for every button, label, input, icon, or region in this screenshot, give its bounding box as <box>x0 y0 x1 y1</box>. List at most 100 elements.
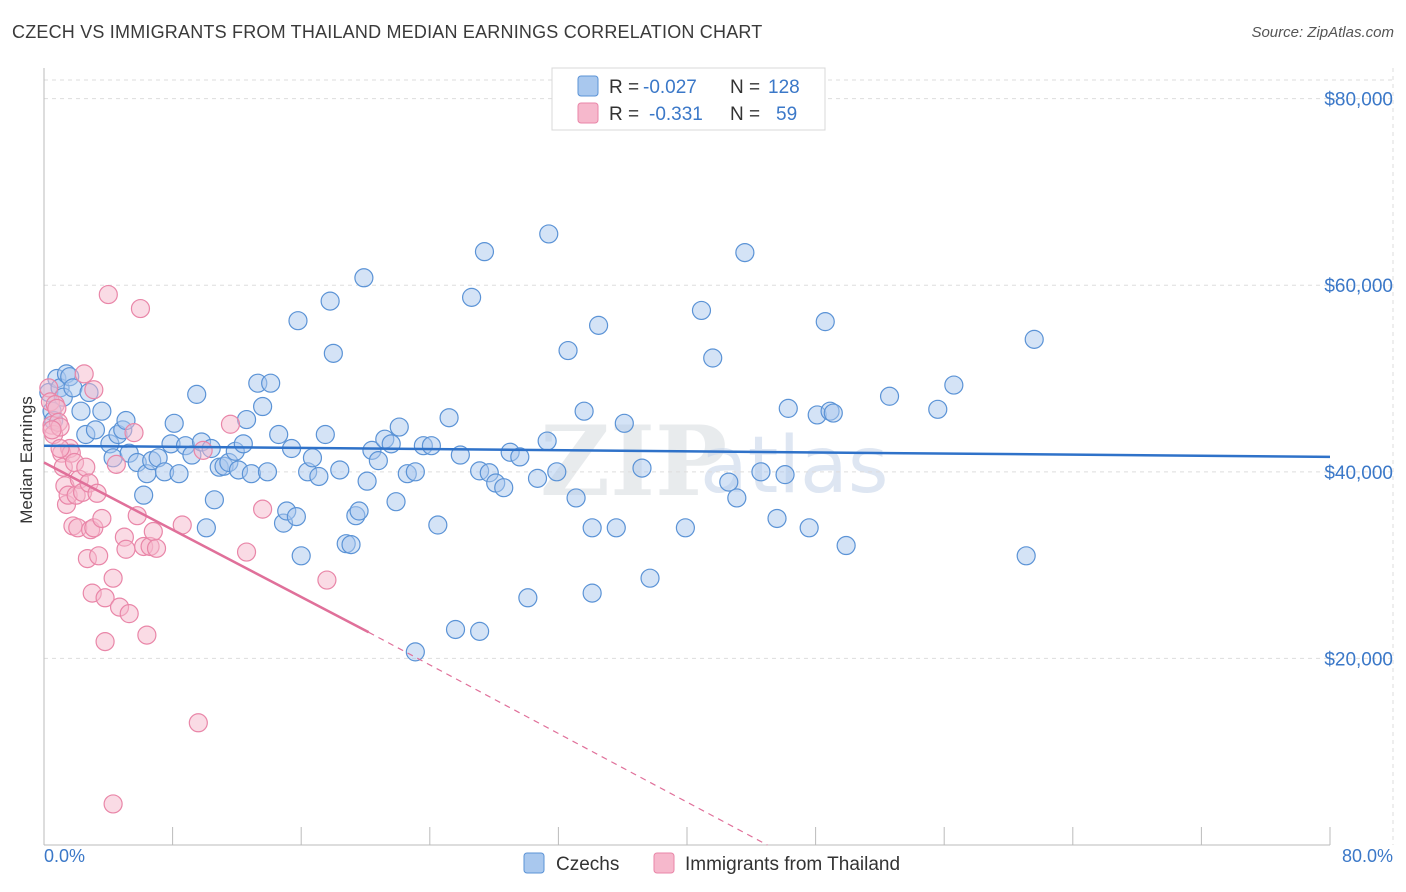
czechs-point <box>539 224 559 244</box>
czechs-point <box>389 417 409 437</box>
czechs-point <box>405 462 425 482</box>
y-tick-label: $80,000 <box>1324 90 1393 111</box>
thailand-point <box>103 568 123 588</box>
czechs-point <box>767 508 787 529</box>
czechs-point <box>204 490 224 510</box>
thailand-point <box>317 570 337 590</box>
czechs-point <box>928 399 948 419</box>
czechs-point <box>675 518 695 538</box>
y-tick-label: $20,000 <box>1324 649 1393 670</box>
czechs-point <box>257 462 278 482</box>
thailand-point <box>106 454 126 474</box>
thailand-trend-extension <box>368 631 768 846</box>
czechs-point <box>349 501 369 521</box>
source-credit: Source: ZipAtlas.com <box>1251 24 1394 41</box>
thailand-point <box>193 440 213 460</box>
czechs-point <box>330 460 350 480</box>
thailand-point <box>188 713 208 733</box>
legend-r-value-1: -0.027 <box>643 77 697 98</box>
czechs-point <box>323 343 343 363</box>
czechs-point <box>632 458 652 478</box>
czechs-point <box>428 515 448 535</box>
trend-lines <box>43 444 1331 846</box>
series-legend: Czechs Immigrants from Thailand <box>523 852 900 875</box>
bottom-legend-swatch-thailand <box>653 852 675 874</box>
thailand-points <box>39 284 337 814</box>
czechs-point <box>527 468 548 488</box>
czechs-point <box>187 384 207 404</box>
czechs-point <box>461 287 482 307</box>
czechs-point <box>518 588 538 608</box>
czechs-point <box>1024 329 1044 349</box>
czechs-point <box>445 619 466 640</box>
x-tick-label-max: 80.0% <box>1342 846 1393 866</box>
czechs-point <box>640 568 660 588</box>
czechs-point <box>775 465 795 485</box>
czechs-point <box>85 420 106 440</box>
czechs-point <box>574 401 594 421</box>
czechs-point <box>269 424 289 445</box>
legend-r-label-1: R = <box>609 77 639 98</box>
thailand-trend-line <box>43 461 370 634</box>
czechs-point <box>588 315 609 335</box>
czechs-point <box>386 492 406 512</box>
y-tick-label: $60,000 <box>1324 276 1393 297</box>
czechs-point <box>799 518 819 538</box>
czechs-point <box>71 401 91 421</box>
thailand-point <box>76 457 96 477</box>
czechs-point <box>691 300 712 321</box>
czechs-point <box>169 464 189 484</box>
thailand-point <box>143 521 163 542</box>
czechs-point <box>751 462 771 482</box>
czechs-point <box>836 535 856 556</box>
thailand-point <box>130 298 151 319</box>
thailand-point <box>103 794 123 814</box>
czechs-point <box>261 373 281 393</box>
czechs-point <box>381 434 401 454</box>
czechs-point <box>614 413 634 433</box>
czechs-point <box>421 436 442 456</box>
czechs-point <box>566 488 586 508</box>
thailand-point <box>42 420 62 440</box>
czechs-point <box>778 398 798 418</box>
czechs-point <box>291 546 311 566</box>
czechs-point <box>944 375 964 395</box>
thailand-point <box>84 380 104 400</box>
czechs-point <box>703 348 723 368</box>
czechs-point <box>236 409 257 430</box>
czechs-point <box>357 471 377 491</box>
czechs-point <box>196 518 216 538</box>
czechs-point <box>241 464 261 484</box>
thailand-point <box>124 423 144 443</box>
thailand-point <box>50 438 70 459</box>
legend-r-label-2: R = <box>609 104 639 125</box>
thailand-point <box>119 604 139 624</box>
czechs-point <box>815 312 835 332</box>
czechs-point <box>233 434 253 454</box>
legend-n-label-2: N = <box>730 104 760 125</box>
czechs-point <box>727 488 747 508</box>
thailand-point <box>95 588 115 608</box>
czechs-point <box>470 621 490 641</box>
czechs-point <box>547 462 567 482</box>
czechs-point <box>315 424 335 445</box>
x-tick-label-min: 0.0% <box>44 846 85 866</box>
czechs-trend-line <box>43 444 1331 459</box>
czechs-point <box>302 448 323 468</box>
czechs-point <box>735 242 755 263</box>
czechs-point <box>368 451 388 471</box>
czechs-point <box>320 291 340 311</box>
thailand-point <box>98 284 118 305</box>
czechs-point <box>439 408 459 428</box>
y-tick-labels: $20,000 $40,000 $60,000 $80,000 <box>1324 90 1393 671</box>
czechs-points <box>39 224 1044 662</box>
czechs-point <box>1016 546 1036 566</box>
thailand-point <box>89 546 109 566</box>
correlation-legend: R = -0.027 N = 128 R = -0.331 N = 59 <box>551 67 826 131</box>
czechs-point <box>879 386 900 406</box>
czechs-point <box>288 311 308 331</box>
bottom-legend-label-czechs: Czechs <box>556 854 619 875</box>
czechs-point <box>719 472 739 492</box>
czechs-point <box>286 507 306 527</box>
bottom-legend-swatch-czechs <box>523 852 545 874</box>
